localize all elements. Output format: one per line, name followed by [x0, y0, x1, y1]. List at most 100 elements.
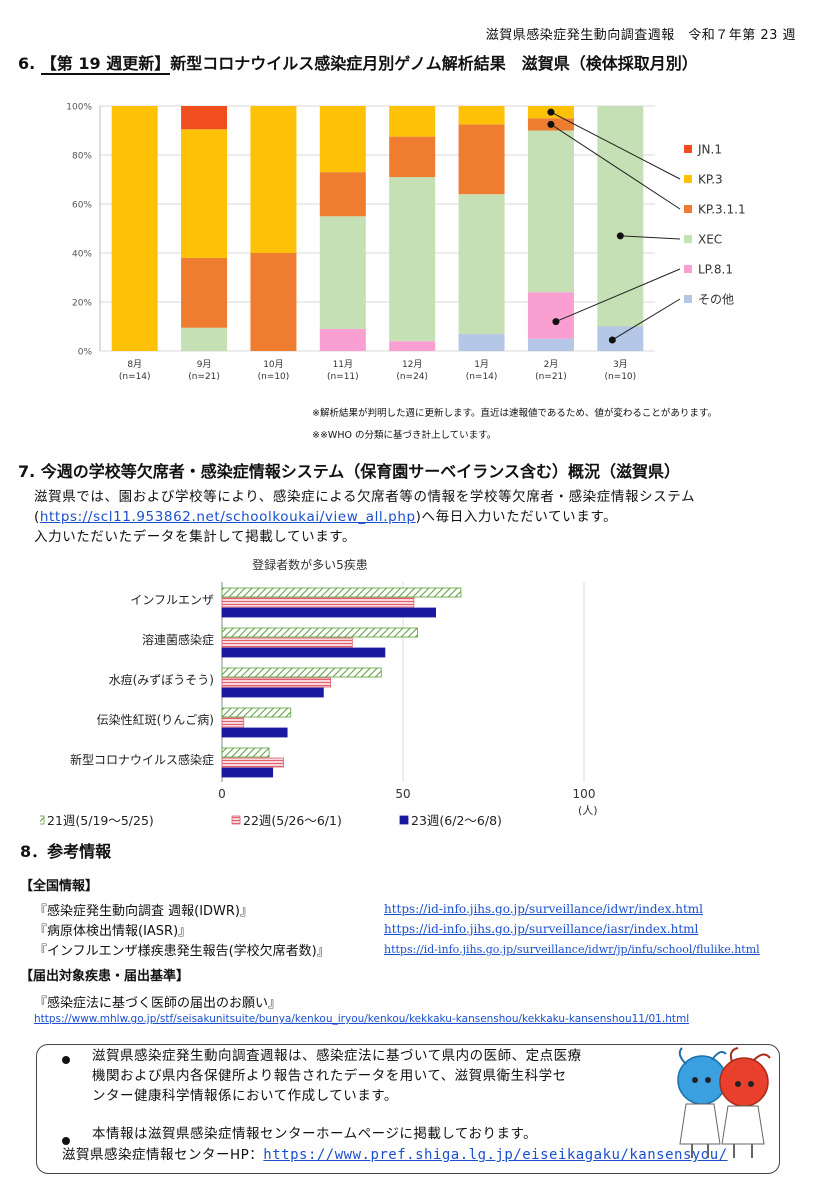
- bar-segment-XEC: [319, 216, 366, 329]
- mascot-illustration: [677, 1047, 771, 1158]
- bar-segment-XEC: [389, 177, 436, 342]
- legend-label: XEC: [698, 233, 722, 247]
- ref-idwr-link[interactable]: https://id-info.jihs.go.jp/surveillance/…: [384, 902, 704, 916]
- x-tick-label: 10月: [263, 359, 283, 370]
- bullet-1-line3: ンター健康科学情報係において作成しています。: [92, 1088, 398, 1104]
- bullet-dot: [62, 1056, 70, 1064]
- report-criteria-header: 【届出対象疾患・届出基準】: [20, 969, 190, 984]
- y-tick-label: 80%: [72, 152, 92, 162]
- legend-label: LP.8.1: [698, 263, 733, 277]
- section7-line3: 入力いただいたデータを集計して掲載しています。: [34, 529, 357, 545]
- x-tick-label: 1月: [474, 359, 489, 370]
- category-label: 水痘(みずぼうそう): [109, 672, 214, 687]
- bullet-dot: [62, 1137, 70, 1145]
- school-system-link[interactable]: https://scl11.953862.net/schoolkoukai/vi…: [39, 509, 416, 525]
- bar-segment-LP81: [389, 341, 436, 351]
- bullet-1: [62, 1050, 70, 1070]
- bar-segment-other: [597, 326, 644, 351]
- legend-swatch: [684, 205, 692, 213]
- n-label: (n=14): [119, 372, 151, 382]
- legend-label: 21週(5/19～5/25): [47, 813, 154, 828]
- category-label: 新型コロナウイルス感染症: [70, 752, 214, 767]
- x-tick-label: 50: [395, 787, 410, 801]
- bar-w21: [221, 747, 270, 758]
- n-label: (n=24): [396, 372, 428, 382]
- legend-swatch: [684, 175, 692, 183]
- ref-flulike-link[interactable]: https://id-info.jihs.go.jp/surveillance/…: [384, 943, 760, 956]
- bar-segment-other: [527, 338, 574, 351]
- y-tick-label: 60%: [72, 201, 92, 211]
- national-info-header: 【全国情報】: [20, 879, 99, 894]
- hp-label: 滋賀県感染症情報センターHP：: [62, 1147, 264, 1163]
- bar-w21: [221, 627, 418, 638]
- section7-line2-rest: )へ毎日入力いただいています。: [415, 509, 618, 525]
- ref-report-link[interactable]: https://www.mhlw.go.jp/stf/seisakunitsui…: [34, 1013, 690, 1025]
- bar-w22: [221, 677, 331, 688]
- section7-line2: (https://scl11.953862.net/schoolkoukai/v…: [34, 507, 804, 527]
- bullet-1-line2: 機関および県内各保健所より報告されたデータを用いて、滋賀県衛生科学セ: [92, 1068, 567, 1084]
- leader-line: [620, 235, 681, 240]
- category-label: 伝染性紅斑(りんご病): [97, 712, 214, 727]
- legend-swatch: [684, 235, 692, 243]
- n-label: (n=21): [188, 372, 220, 382]
- legend-label: その他: [698, 293, 734, 307]
- leader-line: [555, 268, 681, 323]
- leader-dot: [608, 336, 616, 344]
- bar-segment-KP3: [250, 106, 297, 253]
- bar-segment-KP3: [319, 106, 366, 173]
- paren-open: (: [34, 509, 40, 525]
- ref-iasr-link[interactable]: https://id-info.jihs.go.jp/surveillance/…: [384, 922, 699, 936]
- top5-disease-bar-chart: 登録者数が多い5疾患 0 50 100 (人) インフルエンザ溶連菌感染症水痘(みずぼうそ…: [40, 557, 598, 828]
- leader-dot: [547, 108, 555, 116]
- bullet-2: [62, 1131, 70, 1151]
- bar-w21: [221, 587, 462, 598]
- bar-w22: [221, 757, 284, 768]
- n-label: (n=10): [258, 372, 290, 382]
- bar-segment-KP3: [389, 106, 436, 137]
- bar-segment-KP3: [181, 129, 228, 258]
- bar-w23: [221, 687, 324, 698]
- bar-segment-KP311: [389, 136, 436, 178]
- x-tick-label: 2月: [544, 359, 559, 370]
- bar-segment-other: [458, 333, 505, 351]
- n-label: (n=14): [466, 372, 498, 382]
- genome-stacked-bar-chart: 0% 20% 40% 60% 80% 100% 8月 (n=14) 9月 (n=21) 10月 (n=…: [66, 103, 745, 383]
- leader-dot: [547, 120, 555, 128]
- ref-flulike-label: 『インフルエンザ様疾患発生報告(学校欠席者数)』: [34, 944, 330, 959]
- bar-segment-KP3: [458, 106, 505, 125]
- n-label: (n=21): [535, 372, 567, 382]
- bar-w21: [221, 707, 292, 718]
- hp-link[interactable]: https://www.pref.shiga.lg.jp/eiseikagaku…: [263, 1147, 728, 1163]
- leader-dot: [552, 318, 560, 326]
- legend-label: 23週(6/2～6/8): [411, 813, 502, 828]
- bar-segment-KP311: [250, 253, 297, 351]
- x-tick-label: 0: [218, 787, 226, 801]
- section7-paragraph: 滋賀県では、園および学校等により、感染症による欠席者等の情報を学校等欠席者・感染…: [34, 487, 804, 547]
- legend-label: KP.3: [698, 173, 723, 187]
- bar-segment-KP311: [181, 257, 228, 328]
- bar-segment-LP81: [319, 328, 366, 351]
- x-tick-label: 11月: [333, 359, 353, 370]
- category-label: インフルエンザ: [130, 593, 214, 607]
- y-tick-label: 40%: [72, 250, 92, 260]
- section8-title: 8．参考情報: [20, 842, 112, 861]
- leader-dot: [616, 232, 624, 240]
- bar-segment-XEC: [527, 130, 574, 293]
- legend-label: JN.1: [697, 143, 722, 157]
- report-header: 滋賀県感染症発生動向調査週報 令和７年第 23 週: [485, 28, 796, 43]
- hp-row: 滋賀県感染症情報センターHP：https://www.pref.shiga.lg…: [62, 1145, 728, 1165]
- bar-w22: [221, 637, 353, 648]
- leader-line: [550, 111, 681, 180]
- n-label: (n=10): [604, 372, 636, 382]
- bar-w22: [221, 597, 415, 608]
- section6-number: 6.: [18, 54, 36, 73]
- legend-swatch: [231, 815, 241, 825]
- bullet-1-line1: 滋賀県感染症発生動向調査週報は、感染症法に基づいて県内の医師、定点医療: [92, 1048, 582, 1064]
- section6-heading: 新型コロナウイルス感染症月別ゲノム解析結果 滋賀県（検体採取月別）: [170, 54, 698, 73]
- info-box: [36, 1044, 780, 1174]
- section7-title: 7. 今週の学校等欠席者・感染症情報システム（保育園サーベイランス含む）概況（滋…: [18, 462, 680, 481]
- bar-segment-LP81: [527, 292, 574, 339]
- bar-segment-XEC: [181, 327, 228, 351]
- bar-segment-KP3: [111, 106, 158, 351]
- bar-segment-KP311: [319, 172, 366, 217]
